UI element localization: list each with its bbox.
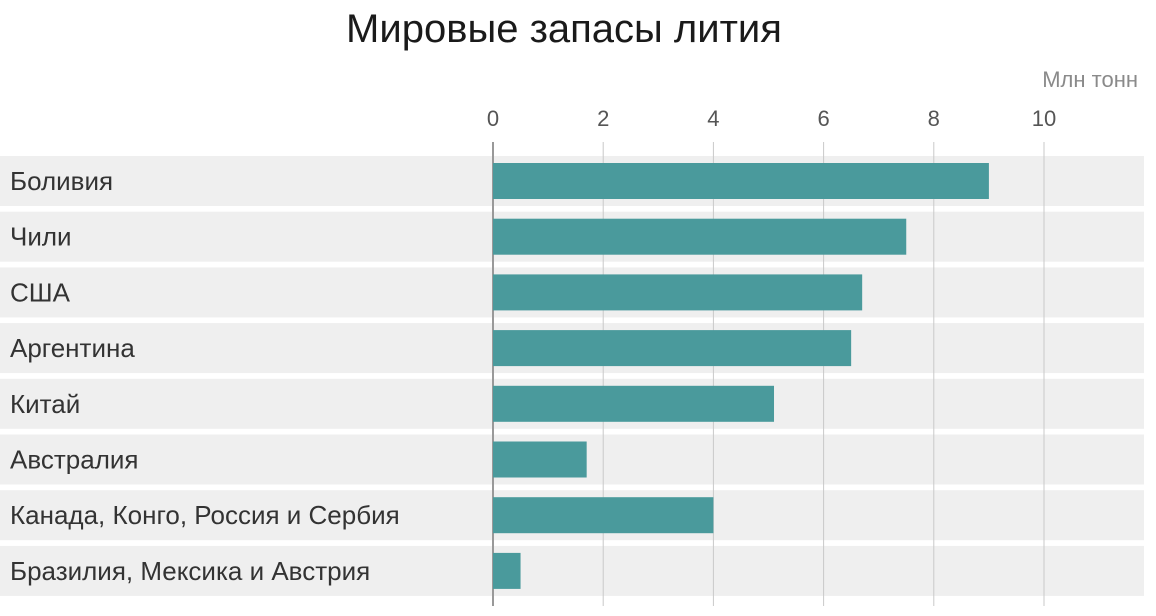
x-tick-label: 10 [1032, 106, 1056, 131]
category-label: Аргентина [10, 333, 135, 363]
category-label: Канада, Конго, Россия и Сербия [10, 500, 400, 530]
chart-title: Мировые запасы лития [346, 7, 782, 51]
x-tick-label: 0 [487, 106, 499, 131]
x-tick-label: 8 [928, 106, 940, 131]
bar [493, 385, 775, 422]
bar [493, 330, 852, 367]
category-label: Чили [10, 222, 72, 252]
bar [493, 441, 587, 478]
category-label: Китай [10, 389, 80, 419]
x-tick-label: 2 [597, 106, 609, 131]
row-background [0, 545, 1144, 596]
x-tick-label: 4 [707, 106, 719, 131]
unit-label: Млн тонн [1042, 67, 1138, 92]
bar [493, 497, 714, 534]
bars [493, 163, 989, 589]
x-axis-ticks: 0 2 4 6 8 10 [487, 106, 1056, 131]
category-label: Боливия [10, 166, 113, 196]
bar [493, 274, 863, 311]
category-label: Бразилия, Мексика и Австрия [10, 556, 370, 586]
category-label: Австралия [10, 445, 138, 475]
bar [493, 163, 989, 199]
category-label: США [10, 277, 71, 307]
category-labels: Боливия Чили США Аргентина Китай Австралия Кан… [10, 166, 400, 586]
bar [493, 552, 521, 589]
x-tick-label: 6 [817, 106, 829, 131]
bar [493, 218, 907, 255]
